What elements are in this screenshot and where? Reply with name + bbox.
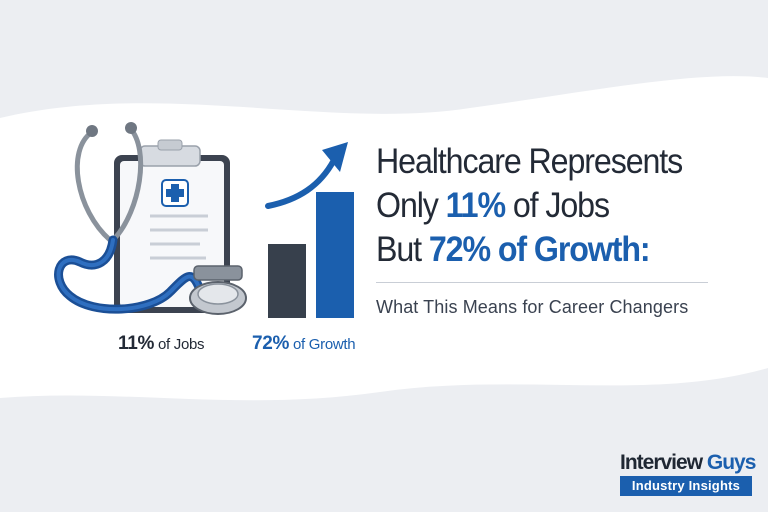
brand-tagline: Industry Insights [620, 476, 752, 496]
subtitle: What This Means for Career Changers [376, 297, 689, 317]
headline-text: of Growth: [490, 230, 651, 269]
headline-text: of Jobs [505, 186, 610, 225]
jobs-text: of Jobs [154, 336, 205, 353]
brand-logo: Interview Guys Industry Insights [620, 451, 757, 496]
growth-percent: 72% [428, 230, 491, 269]
trend-arrow-icon [265, 142, 348, 209]
growth-bar-chart [268, 192, 354, 318]
jobs-stat-label: 11% of Jobs [118, 333, 205, 355]
headline-text: But [376, 230, 429, 269]
stethoscope-icon [54, 122, 247, 315]
medical-cross-icon [161, 179, 189, 207]
headline: Healthcare Represents Only 11% of Jobs B… [376, 140, 726, 272]
brand-name-part2: Guys [702, 451, 757, 474]
jobs-value: 11% [118, 333, 155, 354]
growth-text: of Growth [289, 336, 356, 353]
growth-value: 72% [252, 333, 290, 354]
brand-name: Interview Guys [620, 451, 757, 474]
growth-stat-label: 72% of Growth [252, 333, 356, 355]
brand-name-part1: Interview [620, 451, 703, 474]
growth-bar [316, 192, 354, 318]
jobs-percent: 11% [445, 186, 506, 225]
headline-line-2: Only 11% of Jobs [376, 184, 726, 228]
divider [376, 282, 708, 283]
headline-line-3: But 72% of Growth: [376, 228, 726, 272]
headline-text: Only [376, 186, 446, 225]
headline-line-1: Healthcare Represents [376, 142, 683, 181]
jobs-bar [268, 244, 306, 318]
